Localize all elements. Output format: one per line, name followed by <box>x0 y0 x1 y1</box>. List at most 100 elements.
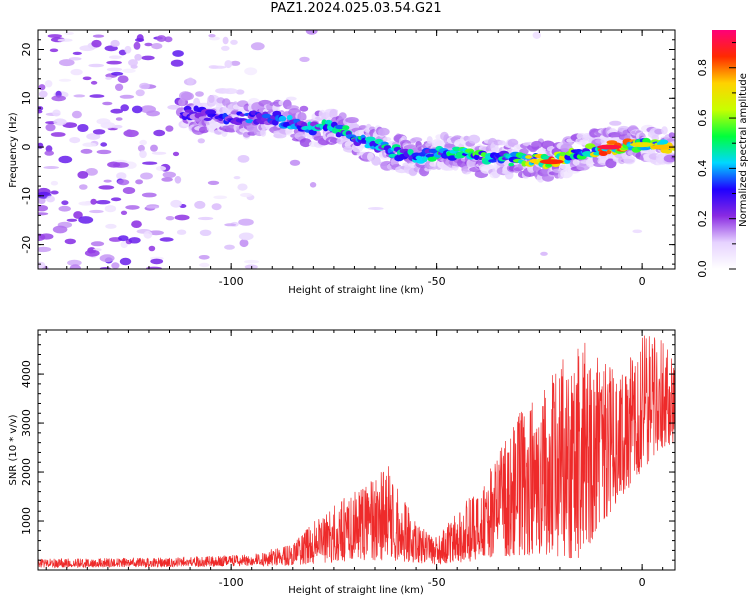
x-tick-label: -50 <box>428 576 446 589</box>
ridge-core <box>407 148 414 156</box>
colorbar-tick-label: 0.0 <box>696 260 709 278</box>
ridge-core <box>663 149 673 154</box>
ridge-halo <box>383 137 392 142</box>
ridge-halo <box>467 134 481 144</box>
ridge-halo <box>623 155 636 165</box>
noise-blob <box>90 241 105 247</box>
noise-blob <box>170 199 182 208</box>
noise-blob <box>165 216 175 221</box>
noise-blob <box>86 133 101 140</box>
noise-blob <box>47 34 62 38</box>
noise-blob <box>148 245 156 252</box>
noise-blob <box>38 246 52 253</box>
noise-blob <box>66 218 78 222</box>
colorbar-axes: 0.0 0.2 0.4 0.6 0.8 <box>696 42 736 278</box>
ridge-halo <box>377 127 390 136</box>
noise-blob <box>117 75 129 83</box>
ridge-core <box>256 112 263 119</box>
noise-blob <box>82 142 97 147</box>
noise-blob <box>117 179 130 186</box>
noise-blob <box>69 264 81 269</box>
noise-blob <box>222 88 238 95</box>
y-tick-label: 2000 <box>20 458 33 486</box>
noise-blob <box>151 43 163 50</box>
noise-blob <box>72 51 82 56</box>
ridge-halo <box>297 112 307 122</box>
noise-blob <box>71 110 82 119</box>
noise-blob <box>238 232 254 241</box>
x-tick-label: 0 <box>639 576 646 589</box>
noise-blob <box>140 172 153 180</box>
noise-blob <box>45 145 53 153</box>
noise-blob <box>61 200 69 205</box>
colorbar-label: Normalized spectral amplitude <box>738 73 749 227</box>
noise-blob <box>73 94 86 98</box>
ridge-halo <box>483 164 495 170</box>
ridge-halo <box>180 92 194 101</box>
ridge-core <box>659 139 669 145</box>
noise-blob <box>165 125 174 132</box>
ridge-halo <box>411 137 423 143</box>
noise-blob <box>95 200 111 205</box>
ridge-halo <box>345 117 359 124</box>
noise-blob <box>143 230 153 239</box>
colorbar-tick-label: 0.4 <box>696 160 709 178</box>
noise-blob <box>103 179 112 183</box>
noise-blob <box>58 78 72 82</box>
ridge-core <box>488 159 497 163</box>
noise-blob <box>222 36 229 45</box>
noise-blob <box>162 171 176 178</box>
noise-blob <box>199 262 210 268</box>
noise-blob <box>119 257 132 266</box>
y-tick-label: -10 <box>20 187 33 205</box>
ridge-halo <box>531 140 543 149</box>
noise-blob <box>107 161 121 168</box>
ridge-core <box>452 146 461 152</box>
ridge-halo <box>299 105 309 112</box>
noise-blob <box>235 89 245 95</box>
noise-blob <box>111 71 124 76</box>
y-tick-label: 1000 <box>20 507 33 535</box>
noise-blob <box>159 237 174 242</box>
noise-blob <box>153 129 166 137</box>
noise-blob <box>125 205 140 210</box>
noise-blob <box>110 108 123 114</box>
noise-blob <box>80 148 93 154</box>
noise-blob <box>100 142 108 147</box>
x-tick-label: -50 <box>428 275 446 288</box>
spectrogram-xlabel: Height of straight line (km) <box>288 285 424 296</box>
noise-blob <box>139 82 150 90</box>
noise-blob <box>176 229 187 235</box>
noise-blob <box>67 259 82 266</box>
noise-blob <box>78 216 94 224</box>
noise-blob <box>105 76 112 80</box>
noise-blob <box>135 179 144 185</box>
noise-blob <box>250 42 265 51</box>
noise-blob <box>150 258 164 265</box>
spectrogram-panel <box>38 30 675 269</box>
noise-blob <box>118 235 129 242</box>
noise-blob <box>88 63 104 68</box>
noise-blob <box>50 180 59 186</box>
noise-blob <box>164 36 173 43</box>
ridge-halo <box>576 163 590 171</box>
noise-blob <box>150 144 158 152</box>
ridge-core <box>239 113 246 117</box>
ridge-core <box>559 152 567 157</box>
noise-blob <box>38 205 48 212</box>
noise-blob <box>237 155 250 163</box>
noise-blob <box>62 122 78 128</box>
spectrogram-ylabel: Frequency (Hz) <box>8 112 19 188</box>
noise-blob <box>122 68 136 74</box>
noise-blob <box>172 50 184 57</box>
noise-blob <box>38 109 43 114</box>
noise-blob <box>128 59 138 67</box>
noise-blob <box>109 55 122 59</box>
noise-blob <box>77 171 89 179</box>
noise-blob <box>230 39 238 45</box>
noise-blob <box>119 94 135 99</box>
noise-blob <box>224 223 237 227</box>
noise-blob <box>49 48 59 53</box>
noise-blob <box>39 90 48 98</box>
